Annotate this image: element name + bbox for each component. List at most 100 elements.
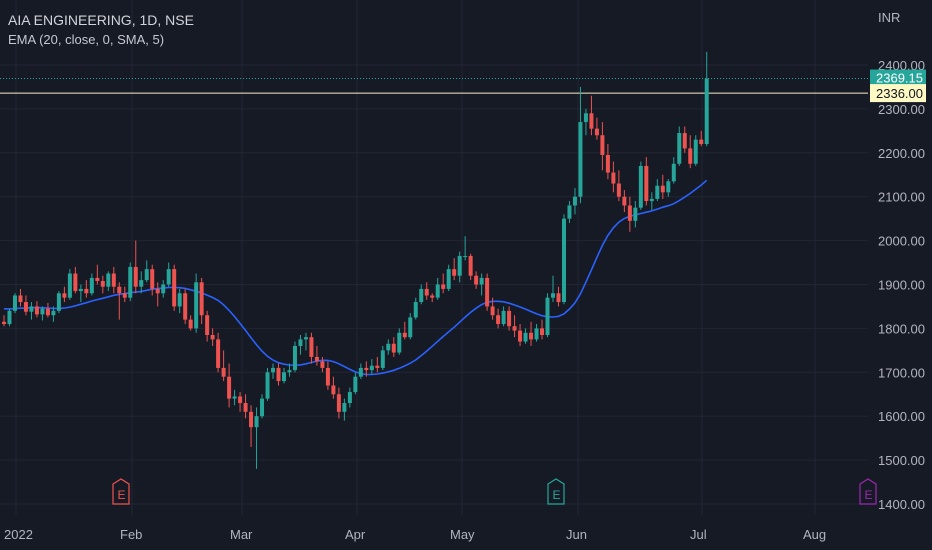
- candle[interactable]: [430, 293, 435, 303]
- candle[interactable]: [380, 345, 385, 371]
- candle[interactable]: [534, 324, 539, 342]
- candle[interactable]: [281, 367, 286, 384]
- candle[interactable]: [210, 328, 215, 346]
- candle[interactable]: [600, 122, 605, 171]
- candle[interactable]: [232, 389, 237, 406]
- candle[interactable]: [309, 332, 314, 364]
- candles[interactable]: [2, 51, 709, 469]
- candle[interactable]: [474, 271, 479, 289]
- candle[interactable]: [693, 135, 698, 166]
- candle[interactable]: [172, 264, 177, 311]
- candle[interactable]: [364, 361, 369, 377]
- candle[interactable]: [699, 130, 704, 147]
- candle[interactable]: [177, 288, 182, 314]
- candle[interactable]: [408, 313, 413, 340]
- candle[interactable]: [682, 126, 687, 153]
- candle[interactable]: [496, 308, 501, 329]
- candle[interactable]: [155, 282, 160, 307]
- candle[interactable]: [578, 86, 583, 204]
- candle[interactable]: [7, 308, 12, 327]
- candle[interactable]: [523, 328, 528, 344]
- candle[interactable]: [166, 262, 171, 287]
- candle[interactable]: [67, 269, 72, 300]
- candle[interactable]: [644, 157, 649, 206]
- candle[interactable]: [194, 273, 199, 333]
- candle[interactable]: [29, 302, 34, 320]
- candle[interactable]: [605, 144, 610, 180]
- candle[interactable]: [358, 363, 363, 379]
- candle[interactable]: [122, 286, 127, 303]
- candle[interactable]: [671, 157, 676, 184]
- candle[interactable]: [23, 295, 28, 316]
- candle[interactable]: [2, 315, 6, 327]
- candle[interactable]: [292, 341, 297, 373]
- candle[interactable]: [227, 363, 232, 408]
- candle[interactable]: [133, 240, 138, 294]
- candle[interactable]: [254, 407, 259, 469]
- earnings-marker[interactable]: E: [112, 478, 130, 505]
- candle[interactable]: [56, 291, 61, 314]
- candle[interactable]: [419, 284, 424, 305]
- candle[interactable]: [336, 387, 341, 419]
- candle[interactable]: [139, 271, 144, 294]
- candle[interactable]: [507, 306, 512, 331]
- candle[interactable]: [40, 306, 45, 321]
- candle[interactable]: [128, 262, 133, 302]
- candle[interactable]: [567, 201, 572, 224]
- candle[interactable]: [660, 174, 665, 199]
- candle[interactable]: [249, 405, 254, 447]
- candle[interactable]: [325, 361, 330, 390]
- candle[interactable]: [518, 324, 523, 346]
- candle[interactable]: [12, 293, 17, 314]
- candle[interactable]: [238, 392, 243, 412]
- candle[interactable]: [468, 253, 473, 281]
- candle[interactable]: [100, 275, 105, 294]
- candle[interactable]: [551, 275, 555, 303]
- candle[interactable]: [627, 196, 632, 232]
- candle[interactable]: [161, 280, 166, 298]
- candle[interactable]: [485, 273, 490, 311]
- candle[interactable]: [479, 273, 484, 296]
- candle[interactable]: [221, 350, 226, 382]
- candle[interactable]: [199, 277, 204, 325]
- candle[interactable]: [435, 277, 440, 300]
- candle[interactable]: [89, 273, 94, 296]
- candle[interactable]: [622, 190, 627, 213]
- candle[interactable]: [649, 192, 654, 210]
- candle[interactable]: [106, 271, 111, 292]
- candle[interactable]: [34, 301, 39, 318]
- candle[interactable]: [677, 126, 682, 166]
- candle[interactable]: [666, 179, 671, 197]
- candle[interactable]: [287, 363, 292, 377]
- candle[interactable]: [331, 376, 336, 399]
- time-axis[interactable]: 2022 Feb Mar Apr May Jun Jul Aug: [4, 527, 826, 542]
- candle[interactable]: [561, 214, 566, 305]
- candle[interactable]: [413, 297, 418, 320]
- candle[interactable]: [144, 260, 149, 283]
- candle[interactable]: [457, 251, 462, 283]
- candle[interactable]: [320, 356, 325, 373]
- candle[interactable]: [638, 161, 643, 210]
- candle[interactable]: [583, 108, 588, 136]
- candle[interactable]: [260, 394, 265, 419]
- candle[interactable]: [84, 280, 89, 298]
- candle[interactable]: [501, 306, 506, 327]
- candle[interactable]: [298, 334, 303, 355]
- candle[interactable]: [589, 95, 594, 136]
- symbol-title[interactable]: AIA ENGINEERING, 1D, NSE: [8, 12, 194, 28]
- candle[interactable]: [572, 187, 577, 215]
- candle[interactable]: [243, 394, 248, 419]
- candle[interactable]: [452, 258, 457, 281]
- candle[interactable]: [391, 337, 396, 357]
- candle[interactable]: [397, 328, 402, 355]
- price-axis[interactable]: 1400.00 1500.00 1600.00 1700.00 1800.00 1900.…: [870, 10, 926, 512]
- indicator-label[interactable]: EMA (20, close, 0, SMA, 5): [8, 32, 165, 47]
- candle[interactable]: [375, 356, 380, 373]
- candle[interactable]: [545, 293, 550, 338]
- candle[interactable]: [446, 264, 451, 292]
- candle[interactable]: [62, 286, 67, 303]
- earnings-marker[interactable]: E: [547, 478, 565, 505]
- candle[interactable]: [655, 179, 660, 202]
- candle[interactable]: [424, 282, 429, 300]
